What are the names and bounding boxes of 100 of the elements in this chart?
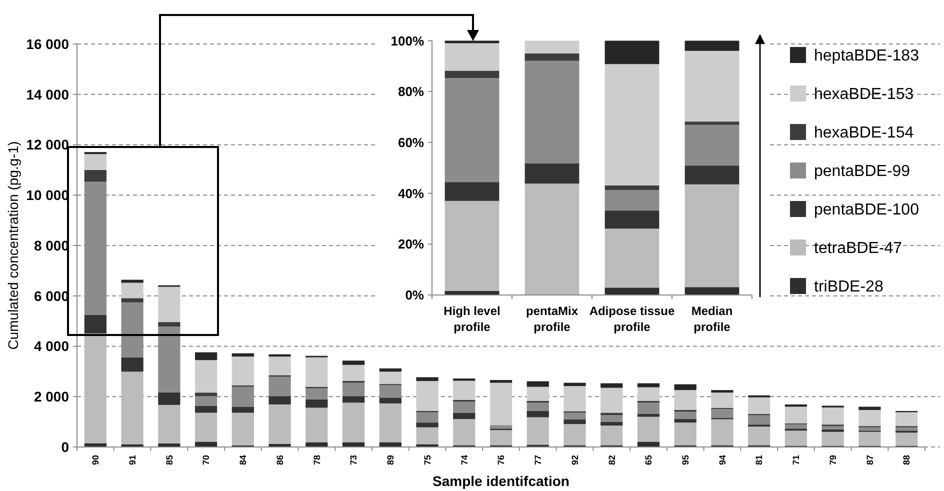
y-tick-label: 16 000 bbox=[26, 36, 70, 52]
bar bbox=[453, 402, 476, 413]
legend-label: triBDE-28 bbox=[814, 278, 884, 296]
bar bbox=[194, 442, 218, 447]
x-tick-label: 90 bbox=[90, 455, 101, 466]
bar bbox=[379, 368, 402, 372]
x-tick-label: High level profile bbox=[444, 304, 500, 334]
y-tick-label: 2 000 bbox=[34, 388, 70, 405]
bar bbox=[121, 372, 144, 444]
bar bbox=[784, 406, 808, 424]
bar bbox=[342, 364, 365, 382]
bar bbox=[637, 383, 660, 388]
x-tick-label: 87 bbox=[864, 455, 875, 466]
bar bbox=[232, 356, 254, 386]
bar bbox=[564, 382, 586, 386]
bar bbox=[121, 357, 144, 372]
legend-label: pentaBDE-99 bbox=[814, 163, 910, 180]
bar bbox=[600, 383, 623, 388]
bar bbox=[84, 314, 106, 334]
x-tick-label: 88 bbox=[902, 455, 912, 466]
bar bbox=[858, 410, 881, 426]
bar bbox=[268, 356, 291, 376]
bar bbox=[564, 412, 586, 420]
bar bbox=[194, 352, 218, 360]
bar bbox=[194, 360, 218, 393]
bar bbox=[416, 422, 438, 428]
bar bbox=[822, 426, 844, 430]
bar bbox=[268, 396, 291, 404]
bar bbox=[674, 384, 696, 390]
bar bbox=[748, 426, 770, 446]
bar bbox=[342, 360, 365, 365]
legend-label: heptaBDE-183 bbox=[814, 48, 920, 65]
bar bbox=[490, 382, 512, 426]
bar bbox=[564, 386, 586, 412]
bar bbox=[306, 408, 328, 442]
x-tick-label: 81 bbox=[754, 455, 764, 466]
x-axis-title: Sample identifcation bbox=[432, 473, 570, 489]
y-tick-label: 12 000 bbox=[26, 136, 70, 153]
bar bbox=[784, 424, 808, 429]
bar bbox=[674, 419, 696, 423]
bar bbox=[232, 412, 254, 446]
bar bbox=[342, 402, 365, 442]
bar bbox=[604, 40, 660, 64]
bar bbox=[896, 427, 918, 431]
bar bbox=[711, 408, 734, 418]
bar bbox=[526, 410, 549, 418]
bar bbox=[822, 432, 844, 446]
y-tick-label: 14 000 bbox=[26, 86, 70, 102]
bar bbox=[121, 444, 144, 447]
y-tick-label: 20% bbox=[398, 236, 424, 252]
x-tick-label: 77 bbox=[533, 455, 544, 466]
bar bbox=[564, 419, 586, 424]
bar bbox=[158, 322, 180, 327]
bar bbox=[268, 354, 291, 357]
x-tick-label: 95 bbox=[680, 455, 690, 466]
x-tick-label: 74 bbox=[459, 455, 470, 466]
bar bbox=[524, 163, 580, 184]
bar bbox=[684, 287, 740, 295]
bar bbox=[711, 392, 734, 408]
bar bbox=[444, 70, 500, 78]
bar bbox=[524, 60, 580, 164]
bar bbox=[194, 412, 218, 442]
bar bbox=[490, 430, 512, 446]
y-tick-label: 60% bbox=[398, 134, 424, 150]
bar bbox=[637, 402, 660, 414]
bar bbox=[784, 430, 808, 446]
x-tick-label: 76 bbox=[496, 455, 506, 466]
x-tick-label: 73 bbox=[348, 455, 359, 466]
bar bbox=[84, 333, 106, 444]
bar bbox=[637, 442, 660, 447]
y-tick-label: 4 000 bbox=[34, 338, 70, 354]
x-tick-label: Median profile bbox=[691, 304, 733, 334]
bar bbox=[600, 422, 623, 426]
bar bbox=[600, 412, 623, 416]
x-tick-label: 79 bbox=[828, 455, 838, 466]
bar bbox=[684, 50, 740, 122]
bar bbox=[604, 210, 660, 229]
x-tick-label: 84 bbox=[238, 455, 248, 466]
bar bbox=[684, 166, 740, 184]
x-tick-label: 65 bbox=[644, 455, 654, 466]
bar bbox=[158, 286, 180, 322]
bar bbox=[604, 64, 660, 186]
legend-label: hexaBDE-153 bbox=[814, 86, 914, 104]
bar bbox=[858, 432, 881, 446]
bar bbox=[453, 380, 476, 400]
bar bbox=[524, 40, 580, 54]
bar bbox=[306, 399, 328, 408]
bar bbox=[379, 442, 402, 447]
bar bbox=[748, 397, 770, 414]
x-tick-label: 92 bbox=[570, 455, 580, 466]
bar bbox=[711, 390, 734, 393]
x-tick-label: 86 bbox=[274, 455, 285, 466]
x-tick-label: 75 bbox=[422, 455, 432, 466]
x-tick-label: pentaMix profile bbox=[526, 304, 578, 334]
bar bbox=[524, 184, 580, 295]
legend-label: pentaBDE-100 bbox=[814, 202, 920, 219]
x-tick-label: 85 bbox=[164, 455, 174, 466]
bar bbox=[232, 406, 254, 413]
x-tick-label: 78 bbox=[312, 455, 322, 466]
bar bbox=[158, 392, 180, 405]
